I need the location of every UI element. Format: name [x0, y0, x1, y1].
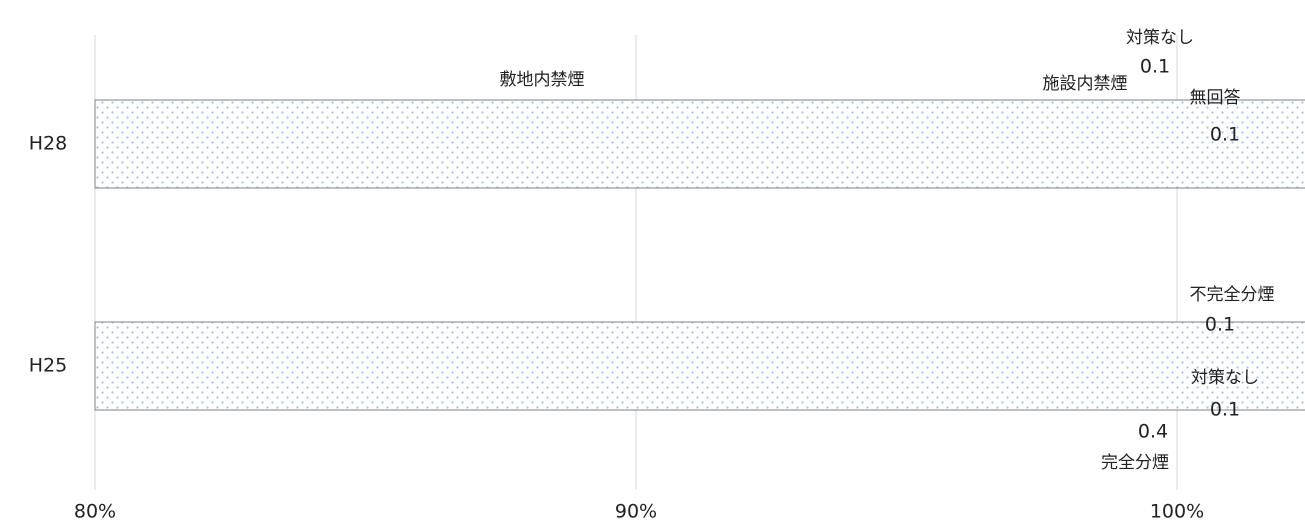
- series-label: 施設内禁煙: [1043, 74, 1128, 94]
- bar-segment: [94, 321, 1305, 411]
- series-label: 対策なし: [1126, 28, 1194, 48]
- series-label: 対策なし: [1191, 368, 1259, 388]
- y-tick-label: H28: [29, 133, 67, 155]
- data-label: 0.1: [1205, 314, 1235, 336]
- series-label: 敷地内禁煙: [500, 70, 585, 90]
- data-label: 0.1: [1210, 124, 1240, 146]
- x-tick-label: 100%: [1150, 501, 1204, 523]
- series-label: 不完全分煙: [1190, 285, 1275, 305]
- bar-segment: [94, 99, 1305, 189]
- series-label: 無回答: [1190, 88, 1241, 108]
- data-label: 0.1: [1140, 56, 1170, 78]
- series-label: 完全分煙: [1101, 453, 1169, 473]
- data-label: 0.1: [1210, 399, 1240, 421]
- y-tick-label: H25: [29, 355, 67, 377]
- data-label: 0.4: [1138, 421, 1168, 443]
- x-tick-label: 80%: [74, 501, 116, 523]
- x-tick-label: 90%: [615, 501, 657, 523]
